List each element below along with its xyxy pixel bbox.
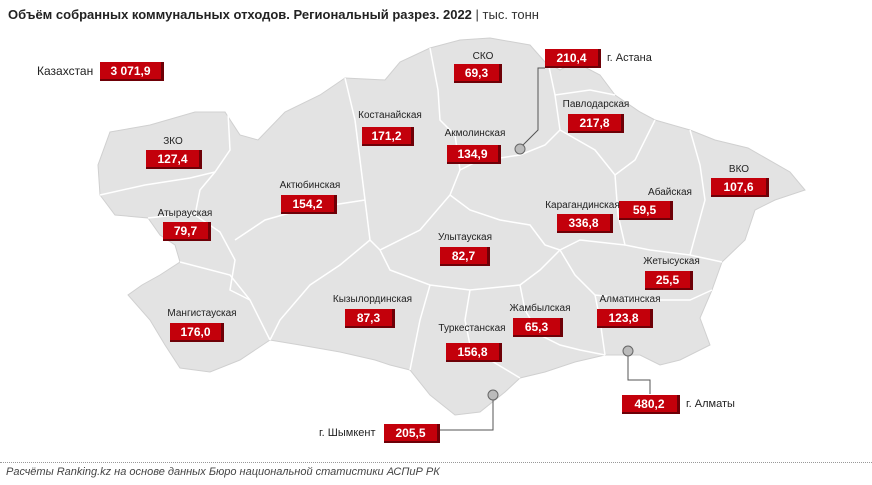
mangystau-label: Мангистауская xyxy=(167,308,237,319)
akmola-value: 134,9 xyxy=(447,145,501,164)
pavlodar-label: Павлодарская xyxy=(562,99,630,110)
astana-label: г. Астана xyxy=(607,52,652,64)
vko-label: ВКО xyxy=(728,164,750,175)
region-borders xyxy=(99,47,723,379)
vko-value: 107,6 xyxy=(711,178,769,197)
title-unit: | тыс. тонн xyxy=(475,7,539,22)
atyrau-value: 79,7 xyxy=(163,222,211,241)
kyzylorda-label: Кызылординская xyxy=(332,294,413,305)
kostanay-value: 171,2 xyxy=(362,127,414,146)
almaty-region-label: Алматинская xyxy=(599,294,661,305)
title-text: Объём собранных коммунальных отходов. Ре… xyxy=(8,7,472,22)
shymkent-value: 205,5 xyxy=(384,424,440,443)
akmola-label: Акмолинская xyxy=(444,128,506,139)
abay-label: Абайская xyxy=(648,187,692,198)
zhetysu-label: Жетысуская xyxy=(643,256,700,267)
abay-value: 59,5 xyxy=(619,201,673,220)
ulytau-value: 82,7 xyxy=(440,247,490,266)
almaty-label: г. Алматы xyxy=(686,398,735,410)
kyzylorda-value: 87,3 xyxy=(345,309,395,328)
shymkent-label: г. Шымкент xyxy=(319,427,376,439)
aktobe-value: 154,2 xyxy=(281,195,337,214)
almaty-region-value: 123,8 xyxy=(597,309,653,328)
ulytau-label: Улытауская xyxy=(437,232,493,243)
atyrau-label: Атырауская xyxy=(157,208,213,219)
zko-value: 127,4 xyxy=(146,150,202,169)
shymkent-marker xyxy=(487,389,499,401)
zhambyl-label: Жамбылская xyxy=(509,303,571,314)
kostanay-label: Костанайская xyxy=(358,110,422,121)
astana-value: 210,4 xyxy=(545,49,601,68)
zko-label: ЗКО xyxy=(163,136,183,147)
kazakhstan-value: 3 071,9 xyxy=(100,62,164,81)
sko-label: СКО xyxy=(472,51,494,62)
mangystau-value: 176,0 xyxy=(170,323,224,342)
chart-title: Объём собранных коммунальных отходов. Ре… xyxy=(8,7,539,22)
almaty-marker xyxy=(622,345,634,357)
karaganda-label: Карагандинская xyxy=(545,200,620,211)
turkestan-label: Туркестанская xyxy=(438,323,506,334)
footer-divider xyxy=(0,462,872,463)
zhetysu-value: 25,5 xyxy=(645,271,693,290)
kazakhstan-label: Казахстан xyxy=(37,64,94,78)
astana-marker xyxy=(514,143,526,155)
sko-value: 69,3 xyxy=(454,64,502,83)
source-note: Расчёты Ranking.kz на основе данных Бюро… xyxy=(6,466,440,478)
karaganda-value: 336,8 xyxy=(557,214,613,233)
almaty-value: 480,2 xyxy=(622,395,680,414)
pavlodar-value: 217,8 xyxy=(568,114,624,133)
turkestan-value: 156,8 xyxy=(446,343,502,362)
aktobe-label: Актюбинская xyxy=(279,180,341,191)
zhambyl-value: 65,3 xyxy=(513,318,563,337)
